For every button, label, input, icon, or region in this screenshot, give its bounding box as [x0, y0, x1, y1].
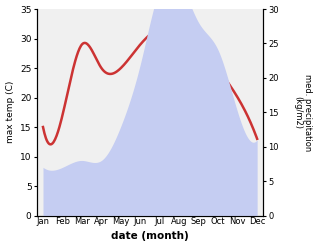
- X-axis label: date (month): date (month): [111, 231, 189, 242]
- Y-axis label: med. precipitation
(kg/m2): med. precipitation (kg/m2): [293, 74, 313, 151]
- Y-axis label: max temp (C): max temp (C): [5, 81, 15, 144]
